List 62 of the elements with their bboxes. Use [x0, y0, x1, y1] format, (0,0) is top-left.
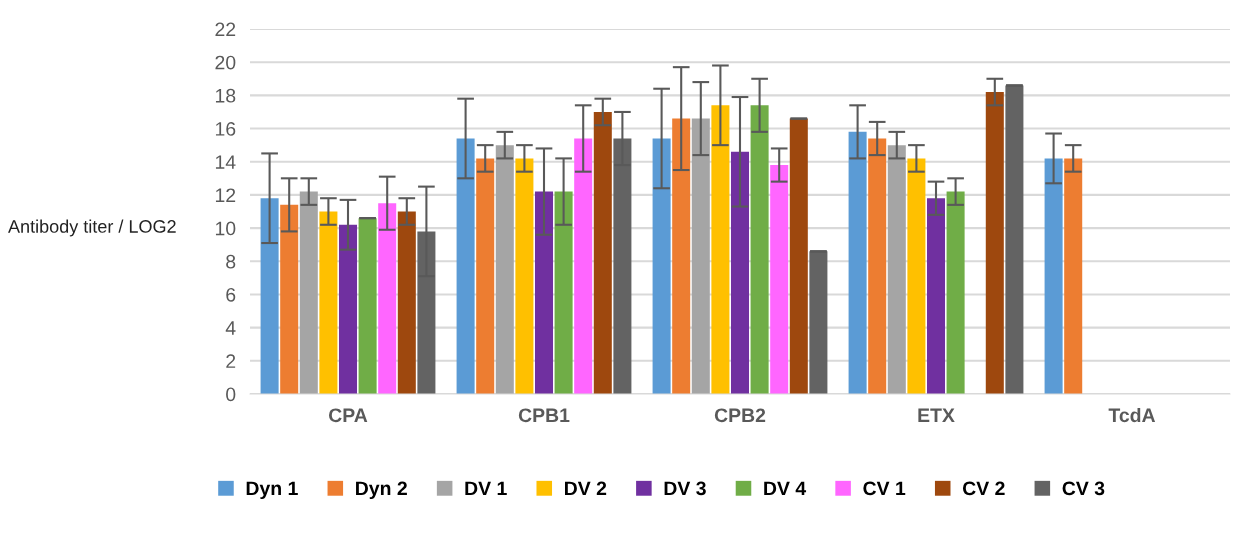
- bar: [319, 211, 338, 394]
- bar: [358, 218, 377, 394]
- bar: [338, 224, 358, 394]
- bar: [1044, 158, 1063, 394]
- y-tick-label: 4: [225, 321, 236, 335]
- x-tick-label: CPA: [328, 408, 368, 423]
- bar: [534, 191, 554, 394]
- y-tick-label: 22: [215, 22, 236, 37]
- y-tick-label: 12: [215, 188, 236, 202]
- bar: [574, 138, 593, 394]
- bar: [1064, 158, 1083, 394]
- y-tick-label: 18: [215, 88, 236, 103]
- bar: [750, 105, 769, 394]
- y-tick-label: 16: [215, 122, 236, 136]
- bar: [299, 191, 318, 394]
- legend-label: DV 4: [764, 481, 807, 496]
- bar: [809, 251, 828, 394]
- y-tick-label: 20: [215, 55, 236, 70]
- x-tick-label: TcdA: [1108, 407, 1156, 423]
- x-tick-label: CPB2: [714, 408, 766, 423]
- bar: [280, 204, 299, 394]
- bar: [730, 151, 750, 394]
- legend-label: Dyn 1: [246, 481, 298, 500]
- x-tick-label: ETX: [918, 408, 955, 422]
- bar: [907, 158, 926, 394]
- bar: [554, 191, 573, 394]
- x-tick-label: CPB1: [518, 408, 570, 423]
- legend-label: CV 1: [863, 481, 906, 496]
- bar: [476, 158, 495, 394]
- bar: [1005, 85, 1024, 394]
- bar: [926, 198, 946, 394]
- bar: [789, 118, 808, 394]
- y-tick-label: 8: [226, 254, 236, 269]
- y-tick-label: 2: [226, 354, 236, 368]
- bar: [848, 131, 867, 394]
- legend-label: CV 3: [1062, 481, 1105, 496]
- bar: [593, 111, 612, 394]
- bar: [515, 158, 534, 394]
- bar: [672, 118, 691, 394]
- bar: [887, 145, 906, 394]
- bar: [652, 138, 671, 394]
- legend-label: DV 2: [565, 481, 607, 496]
- y-tick-label: 10: [215, 221, 236, 236]
- bar: [985, 92, 1004, 394]
- bar: [770, 165, 789, 394]
- bar: [456, 138, 475, 394]
- bar: [495, 145, 514, 394]
- legend-label: DV 1: [465, 481, 507, 496]
- bar: [711, 105, 730, 394]
- legend-label: DV 3: [664, 481, 706, 496]
- bar: [378, 203, 397, 394]
- y-tick-label: 6: [226, 287, 236, 302]
- bar: [397, 211, 416, 394]
- y-axis-title: Antibody titer / LOG2: [8, 219, 176, 237]
- bar: [868, 138, 887, 394]
- legend-label: CV 2: [962, 481, 1005, 496]
- legend-label: Dyn 2: [356, 481, 407, 500]
- bar: [691, 118, 710, 394]
- y-tick-label: 14: [215, 155, 236, 169]
- y-tick-label: 0: [226, 387, 236, 402]
- bar: [946, 191, 965, 394]
- bar: [260, 198, 279, 394]
